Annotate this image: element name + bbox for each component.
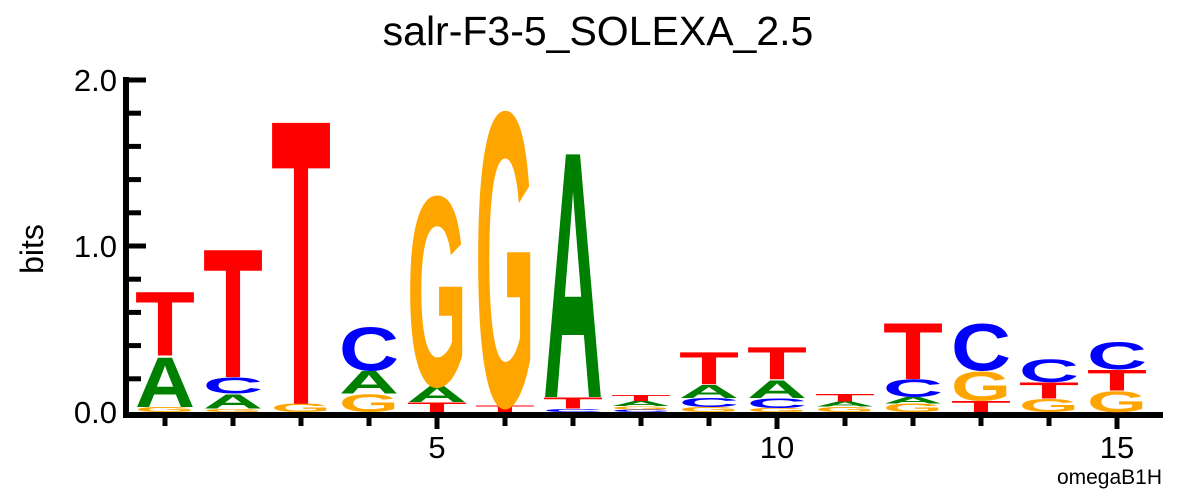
x-tick [1046, 418, 1052, 426]
logo-letter-t-pos15: T [1087, 364, 1147, 397]
x-tick [366, 418, 372, 426]
logo-letter-a-pos2: A [203, 391, 263, 414]
logo-letter-c-pos2: C [203, 373, 264, 399]
logo-letter-g-pos6: G [475, 24, 535, 495]
y-tick [129, 210, 141, 216]
logo-letter-t-pos12: T [883, 307, 943, 397]
logo-letter-g-pos3: G [271, 403, 331, 415]
logo-letter-g-pos11: G [815, 405, 876, 414]
logo-letter-g-pos14: G [1019, 395, 1079, 416]
logo-letter-t-pos7: T [543, 395, 604, 413]
logo-letter-g-pos13: G [951, 362, 1011, 409]
y-tick [129, 376, 141, 382]
logo-letter-t-pos6: T [475, 404, 539, 414]
logo-letter-t-pos5: T [407, 399, 471, 415]
logo-letter-g-pos1: G [135, 407, 195, 414]
y-tick [129, 143, 141, 149]
logo-letter-c-pos14: C [1019, 353, 1079, 389]
logo-letter-g-pos2: G [203, 408, 270, 413]
logo-letter-a-pos11: A [815, 402, 875, 409]
logo-letter-c-pos12: C [883, 375, 943, 403]
logo-letter-t-pos8: T [611, 394, 672, 403]
x-tick-label: 10 [760, 430, 794, 465]
y-axis-line [123, 77, 129, 418]
logo-letter-t-pos3: T [271, 36, 331, 491]
x-tick-label: 15 [1100, 430, 1134, 465]
logo-letter-c-pos7: C [543, 408, 615, 413]
logo-letter-t-pos9: T [679, 343, 739, 395]
x-tick [774, 418, 780, 429]
y-tick-label: 0.0 [74, 395, 117, 430]
logo-letter-t-pos1: T [135, 273, 195, 376]
logo-letter-a-pos4: A [339, 365, 399, 401]
y-tick-label: 2.0 [74, 63, 117, 98]
logo-letter-a-pos5: A [407, 381, 468, 407]
y-tick [129, 343, 141, 349]
y-tick [129, 77, 146, 83]
x-tick [910, 418, 916, 426]
logo-letter-c-pos15: C [1087, 335, 1147, 378]
corner-label: omegaB1H [1056, 466, 1162, 489]
logo-letter-g-pos4: G [339, 390, 399, 418]
logo-letter-a-pos12: A [883, 396, 946, 406]
logo-letter-c-pos4: C [339, 316, 399, 385]
x-tick [978, 418, 984, 426]
logo-letter-c-pos9: C [679, 396, 739, 410]
logo-letter-g-pos15: G [1087, 386, 1147, 419]
x-tick [162, 418, 168, 426]
logo-letter-a-pos10: A [747, 376, 807, 404]
logo-letter-g-pos9: G [679, 407, 739, 414]
x-tick [570, 418, 576, 426]
y-tick [129, 243, 146, 249]
x-tick [298, 418, 304, 426]
logo-letter-c-pos8: C [611, 409, 683, 413]
x-tick [842, 418, 848, 426]
logo-letter-g-pos12: G [883, 403, 943, 415]
x-axis-line [123, 412, 1163, 418]
logo-letter-g-pos8: G [611, 406, 678, 411]
x-tick-label: 5 [428, 430, 445, 465]
y-tick [129, 309, 141, 315]
logo-letter-t-pos11: T [815, 393, 877, 405]
logo-letter-c-pos13: C [951, 311, 1011, 386]
x-tick [638, 418, 644, 426]
x-tick [502, 418, 508, 426]
logo-letter-t-pos13: T [951, 398, 1012, 416]
logo-letter-a-pos8: A [611, 401, 671, 408]
x-tick [706, 418, 712, 426]
x-tick [1114, 418, 1120, 429]
chart-title: salr-F3-5_SOLEXA_2.5 [382, 8, 814, 54]
x-tick [230, 418, 236, 426]
logo-letter-t-pos10: T [747, 338, 807, 390]
logo-letter-t-pos2: T [203, 211, 263, 417]
y-tick [129, 276, 141, 282]
logo-letter-g-pos5: G [407, 139, 467, 443]
logo-letter-a-pos1: A [135, 343, 195, 423]
x-tick [434, 418, 440, 429]
logo-letter-a-pos9: A [679, 381, 739, 402]
logo-letter-g-pos10: G [747, 408, 814, 414]
y-tick [129, 110, 141, 116]
y-tick-label: 1.0 [74, 229, 117, 264]
logo-letter-t-pos14: T [1019, 378, 1079, 404]
logo-letter-a-pos7: A [543, 78, 603, 472]
y-tick [129, 177, 141, 183]
logo-letter-c-pos10: C [747, 395, 807, 411]
